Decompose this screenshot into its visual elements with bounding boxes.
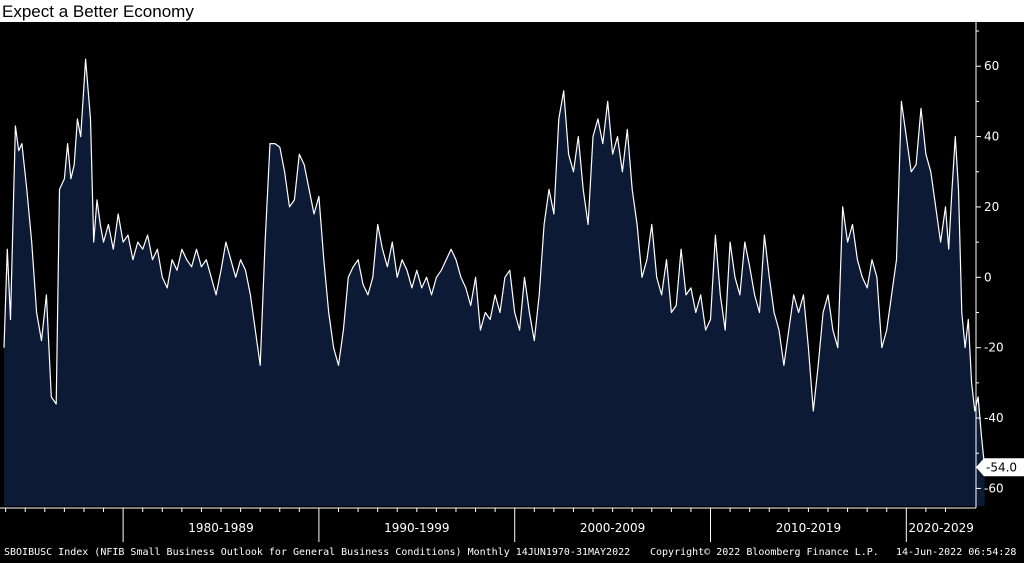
x-decade-label: 1980-1989 (188, 521, 253, 535)
footer-copyright: Copyright© 2022 Bloomberg Finance L.P. (650, 547, 879, 558)
y-tick-label: 60 (984, 59, 999, 73)
y-tick-label: 20 (984, 200, 999, 214)
x-decade-label: 2010-2019 (776, 521, 841, 535)
y-tick-label: -20 (984, 341, 1004, 355)
series-area (4, 59, 985, 506)
y-axis: 60 40 20 0 -20 -40 -60 -54.0 (975, 22, 1024, 508)
area-chart: 60 40 20 0 -20 -40 -60 -54.0 1980-1989 1990-1999… (0, 22, 1024, 542)
last-value-label: -54.0 (986, 460, 1017, 474)
x-decade-label: 2020-2029 (908, 521, 973, 535)
footer: SBOIBUSC Index (NFIB Small Business Outl… (0, 543, 1024, 563)
y-tick-label: -60 (984, 481, 1004, 495)
x-axis: 1980-1989 1990-1999 2000-2009 2010-2019 2020… (0, 507, 976, 542)
last-value-flag (976, 458, 1024, 477)
series-group (3, 58, 986, 506)
y-tick-label: 40 (984, 130, 999, 144)
y-tick-label: -40 (984, 411, 1004, 425)
x-decade-label: 2000-2009 (580, 521, 645, 535)
footer-timestamp: 14-Jun-2022 06:54:28 (896, 547, 1017, 558)
series-line (3, 58, 986, 468)
chart-title: Expect a Better Economy (2, 2, 194, 21)
y-tick-label: 0 (984, 270, 992, 284)
footer-index-text: SBOIBUSC Index (NFIB Small Business Outl… (4, 547, 631, 558)
chart-area: 60 40 20 0 -20 -40 -60 -54.0 1980-1989 1990-1999… (0, 22, 1024, 563)
x-decade-label: 1990-1999 (384, 521, 449, 535)
